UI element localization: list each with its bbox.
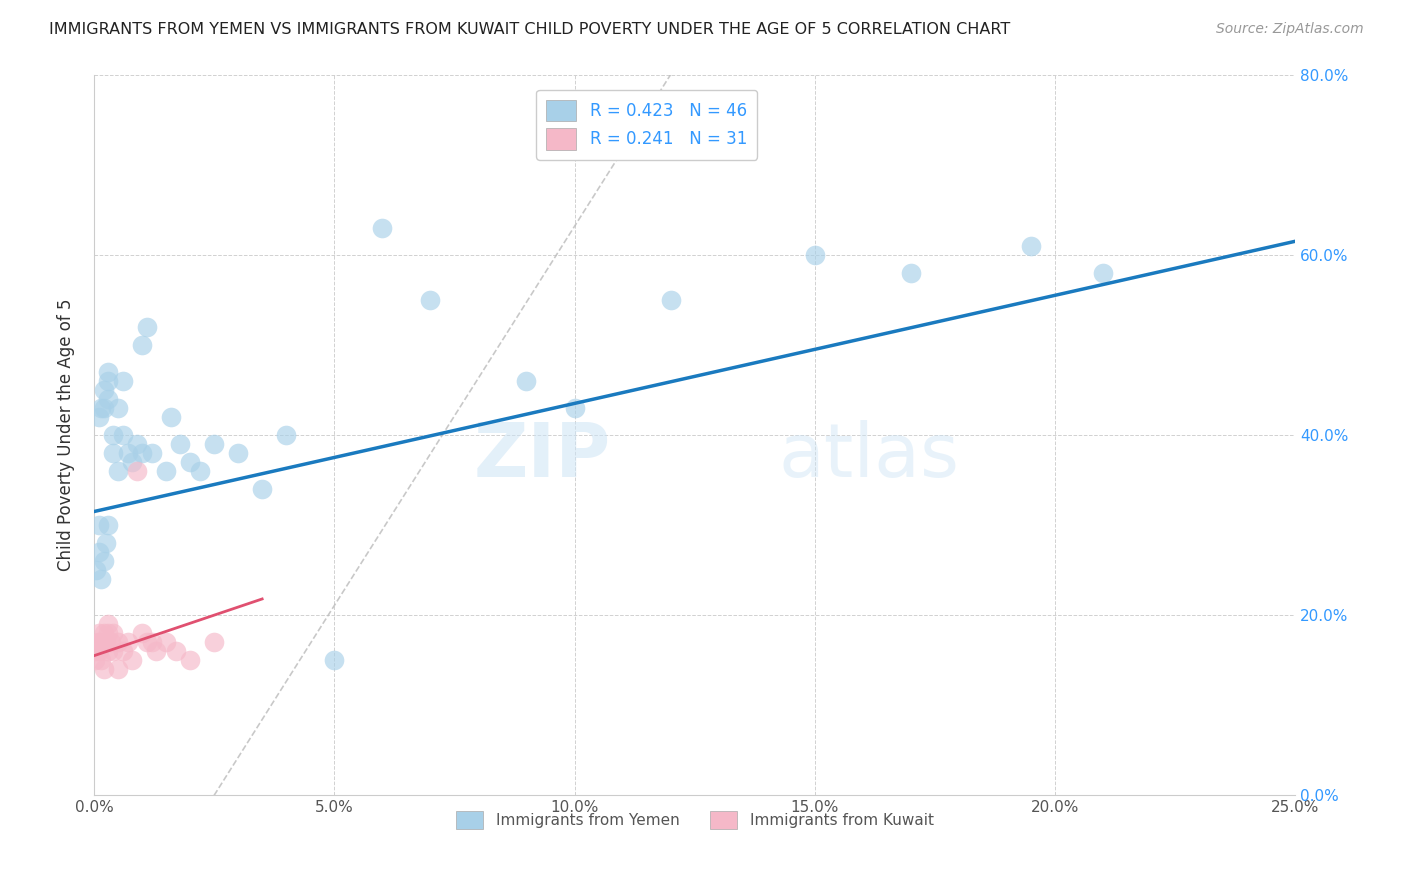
Point (165, 644, 187, 658)
Point (250, 482, 273, 496)
Point (179, 455, 201, 469)
Point (323, 653, 346, 667)
Point (90, 401, 112, 415)
Point (117, 635, 139, 649)
Point (107, 662, 129, 676)
Text: IMMIGRANTS FROM YEMEN VS IMMIGRANTS FROM KUWAIT CHILD POVERTY UNDER THE AGE OF 5: IMMIGRANTS FROM YEMEN VS IMMIGRANTS FROM… (49, 22, 1011, 37)
Point (93, 383, 115, 397)
Point (127, 464, 149, 478)
Point (93, 635, 115, 649)
Point (145, 644, 167, 658)
Point (101, 428, 124, 442)
Point (179, 653, 201, 667)
Point (87, 635, 110, 649)
Point (131, 338, 153, 352)
Point (97, 374, 120, 388)
Point (101, 446, 124, 460)
Point (97, 518, 120, 533)
Point (121, 653, 143, 667)
Point (111, 644, 134, 658)
Point (97, 617, 120, 632)
Point (659, 293, 682, 307)
Point (97, 644, 120, 658)
Point (419, 293, 441, 307)
Point (94, 536, 117, 550)
Point (564, 401, 586, 415)
Point (371, 220, 394, 235)
Point (90, 572, 112, 586)
Point (900, 266, 922, 280)
Point (1092, 266, 1115, 280)
Point (93, 554, 115, 568)
Point (97, 365, 120, 379)
Point (131, 626, 153, 640)
Point (107, 635, 129, 649)
Point (93, 401, 115, 415)
Point (93, 662, 115, 676)
Point (84, 653, 107, 667)
Point (117, 446, 139, 460)
Point (515, 374, 537, 388)
Point (94, 635, 117, 649)
Point (226, 446, 249, 460)
Point (97, 392, 120, 406)
Point (93, 626, 115, 640)
Point (90, 653, 112, 667)
Point (87, 644, 110, 658)
Point (804, 248, 827, 262)
Point (155, 464, 177, 478)
Point (97, 626, 120, 640)
Y-axis label: Child Poverty Under the Age of 5: Child Poverty Under the Age of 5 (58, 299, 75, 571)
Point (86, 644, 108, 658)
Point (87, 409, 110, 424)
Point (100, 635, 122, 649)
Point (87, 518, 110, 533)
Point (101, 626, 124, 640)
Text: ZIP: ZIP (474, 420, 610, 493)
Point (101, 644, 124, 658)
Point (141, 446, 163, 460)
Point (135, 319, 157, 334)
Point (276, 428, 298, 442)
Point (135, 635, 157, 649)
Point (121, 455, 143, 469)
Text: Source: ZipAtlas.com: Source: ZipAtlas.com (1216, 22, 1364, 37)
Point (141, 635, 163, 649)
Point (111, 374, 134, 388)
Point (87, 626, 110, 640)
Text: atlas: atlas (779, 420, 960, 493)
Point (202, 437, 225, 451)
Point (188, 464, 211, 478)
Point (159, 409, 181, 424)
Point (202, 635, 225, 649)
Point (169, 437, 191, 451)
Point (127, 437, 149, 451)
Point (87, 545, 110, 559)
Point (111, 428, 134, 442)
Point (1019, 238, 1042, 252)
Legend: Immigrants from Yemen, Immigrants from Kuwait: Immigrants from Yemen, Immigrants from K… (450, 805, 939, 835)
Point (107, 401, 129, 415)
Point (155, 635, 177, 649)
Point (131, 446, 153, 460)
Point (86, 563, 108, 577)
Point (87, 635, 110, 649)
Point (107, 464, 129, 478)
